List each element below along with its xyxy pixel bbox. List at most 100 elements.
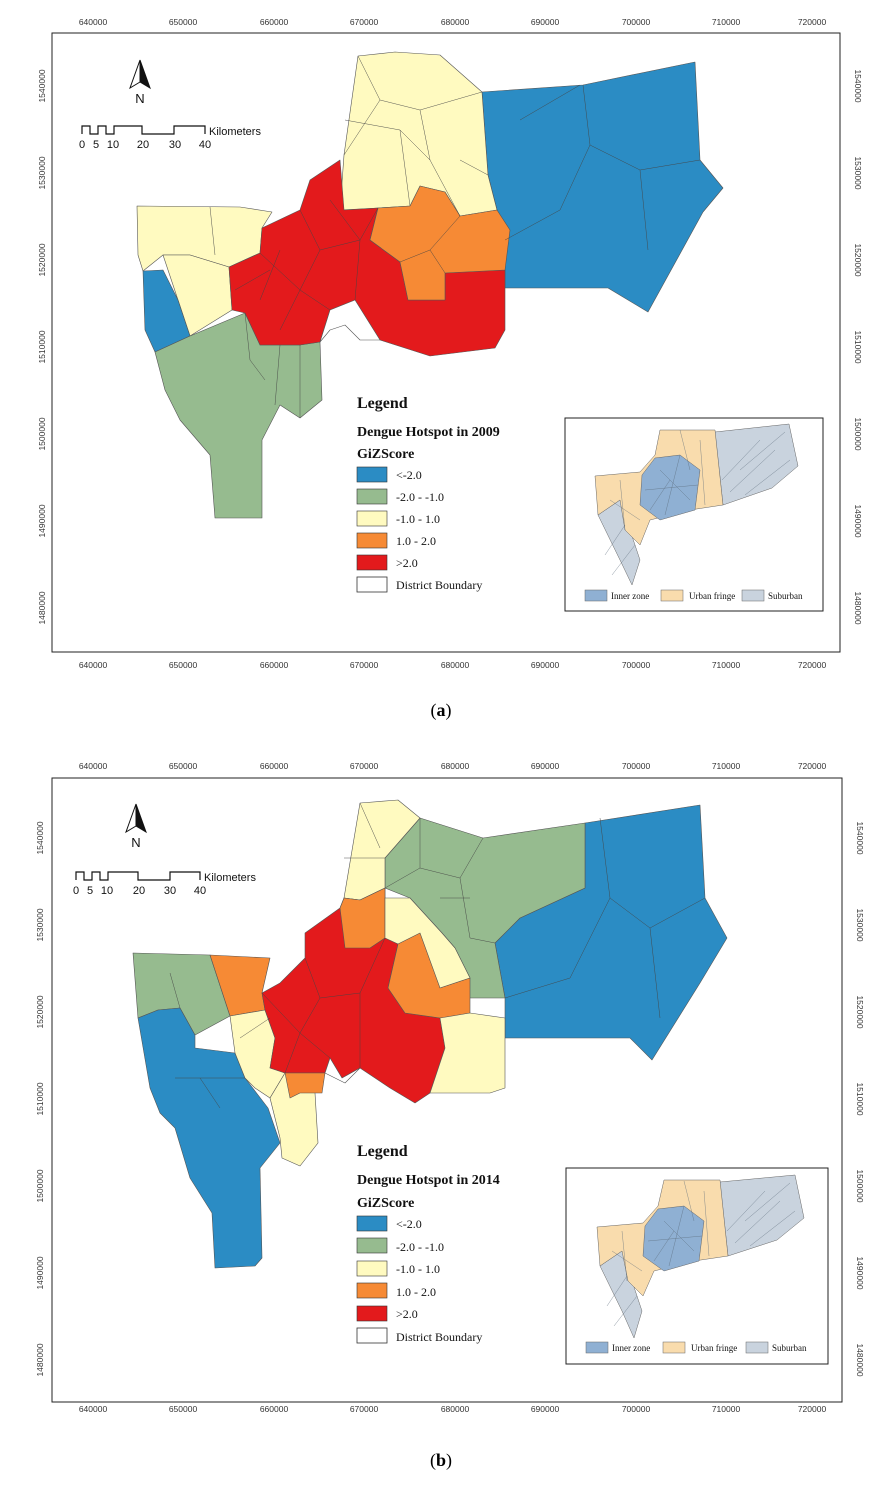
y-axis-right: 1540000 1530000 1520000 1510000 1500000 … [855, 821, 865, 1376]
x-tick-label: 640000 [79, 761, 108, 771]
y-tick-label: 1480000 [37, 591, 47, 624]
y-tick-label: 1510000 [853, 330, 863, 363]
district-south-orange[interactable] [284, 1072, 326, 1099]
scale-tick: 10 [107, 139, 119, 151]
inset-swatch-urban [662, 1341, 686, 1354]
x-tick-label: 690000 [531, 761, 560, 771]
x-tick-label: 690000 [531, 1404, 560, 1414]
legend-swatch-1-2 [356, 1282, 388, 1299]
district-river-bend[interactable] [324, 1057, 361, 1084]
inset-label-inner: Inner zone [612, 1343, 650, 1353]
north-arrow-icon: N [125, 803, 147, 850]
scale-tick: 0 [79, 139, 85, 151]
legend-label: -2.0 - -1.0 [396, 490, 444, 504]
legend-label: 1.0 - 2.0 [396, 534, 436, 548]
y-tick-label: 1540000 [855, 821, 865, 854]
y-tick-label: 1480000 [853, 591, 863, 624]
legend-swatch-m1-1 [356, 510, 388, 527]
y-tick-label: 1540000 [37, 69, 47, 102]
north-label: N [135, 91, 144, 106]
y-tick-label: 1530000 [35, 908, 45, 941]
x-tick-label: 700000 [622, 1404, 651, 1414]
legend-label: >2.0 [396, 556, 418, 570]
y-tick-label: 1510000 [37, 330, 47, 363]
y-axis-left: 1540000 1530000 1520000 1510000 1500000 … [37, 69, 47, 624]
x-tick-label: 650000 [169, 17, 198, 27]
district-east-yellow[interactable] [429, 1012, 506, 1094]
x-tick-label: 640000 [79, 660, 108, 670]
x-tick-label: 660000 [260, 761, 289, 771]
legend-subtitle: Dengue Hotspot in 2014 [357, 1173, 500, 1188]
scale-tick: 30 [164, 885, 176, 897]
legend-label: District Boundary [396, 578, 482, 592]
map-panel-2014: 640000 650000 660000 670000 680000 69000… [0, 748, 882, 1487]
y-tick-label: 1500000 [35, 1169, 45, 1202]
district-polygons [132, 799, 728, 1269]
inset-label-urban: Urban fringe [691, 1343, 737, 1353]
caption-letter: a [436, 700, 446, 720]
inset-label-suburban: Suburban [772, 1343, 807, 1353]
x-tick-label: 720000 [798, 1404, 827, 1414]
legend-label: 1.0 - 2.0 [396, 1285, 436, 1299]
legend-swatch-boundary [356, 576, 388, 593]
x-tick-label: 710000 [712, 660, 741, 670]
inset-label-suburban: Suburban [768, 591, 803, 601]
legend-swatch-gt-2 [356, 554, 388, 571]
y-tick-label: 1530000 [853, 156, 863, 189]
x-tick-label: 670000 [350, 761, 379, 771]
legend-swatch-boundary [356, 1327, 388, 1344]
y-tick-label: 1500000 [855, 1169, 865, 1202]
x-tick-label: 690000 [531, 17, 560, 27]
inset-swatch-urban [660, 589, 684, 602]
x-tick-label: 640000 [79, 17, 108, 27]
north-label: N [131, 835, 140, 850]
x-tick-label: 650000 [169, 660, 198, 670]
x-tick-label: 700000 [622, 660, 651, 670]
legend-swatch-lt-m2 [356, 466, 388, 483]
x-tick-label: 680000 [441, 660, 470, 670]
y-tick-label: 1520000 [855, 995, 865, 1028]
map-panel-2009: 640000 650000 660000 670000 680000 69000… [0, 0, 882, 735]
x-tick-label: 710000 [712, 761, 741, 771]
scale-tick: 0 [73, 885, 79, 897]
district-east-center[interactable] [369, 185, 511, 301]
y-tick-label: 1510000 [855, 1082, 865, 1115]
legend-swatch-gt-2 [356, 1305, 388, 1322]
district-far-west[interactable] [137, 1007, 281, 1269]
caption-paren: ) [446, 1450, 452, 1470]
district-inner-core[interactable] [228, 159, 506, 357]
map-figure-2009: 640000 650000 660000 670000 680000 69000… [37, 17, 863, 670]
legend-label: District Boundary [396, 1330, 482, 1344]
district-river-bend[interactable] [319, 299, 381, 343]
scale-unit: Kilometers [209, 126, 261, 138]
y-tick-label: 1520000 [853, 243, 863, 276]
scale-tick: 20 [137, 139, 149, 151]
legend-title: Legend [357, 1143, 408, 1160]
x-tick-label: 720000 [798, 17, 827, 27]
x-tick-label: 710000 [712, 1404, 741, 1414]
x-axis-bottom: 640000 650000 660000 670000 680000 69000… [79, 1404, 827, 1414]
district-polygons [136, 51, 724, 519]
x-tick-label: 720000 [798, 761, 827, 771]
y-tick-label: 1480000 [35, 1343, 45, 1376]
x-axis-top: 640000 650000 660000 670000 680000 69000… [79, 761, 827, 771]
y-tick-label: 1480000 [855, 1343, 865, 1376]
x-tick-label: 670000 [350, 1404, 379, 1414]
scale-tick: 5 [93, 139, 99, 151]
legend-swatch-m1-1 [356, 1260, 388, 1277]
y-tick-label: 1490000 [35, 1256, 45, 1289]
north-arrow-icon: N [129, 59, 151, 106]
legend-swatch-lt-m2 [356, 1215, 388, 1232]
legend-label: -1.0 - 1.0 [396, 512, 440, 526]
y-tick-label: 1530000 [37, 156, 47, 189]
x-tick-label: 680000 [441, 1404, 470, 1414]
district-boundaries [209, 55, 701, 418]
scale-tick: 30 [169, 139, 181, 151]
legend-swatch-m2-m1 [356, 488, 388, 505]
x-tick-label: 690000 [531, 660, 560, 670]
y-tick-label: 1490000 [853, 504, 863, 537]
scale-tick: 10 [101, 885, 113, 897]
x-axis-bottom: 640000 650000 660000 670000 680000 69000… [79, 660, 827, 670]
legend-label: -2.0 - -1.0 [396, 1240, 444, 1254]
y-tick-label: 1500000 [37, 417, 47, 450]
